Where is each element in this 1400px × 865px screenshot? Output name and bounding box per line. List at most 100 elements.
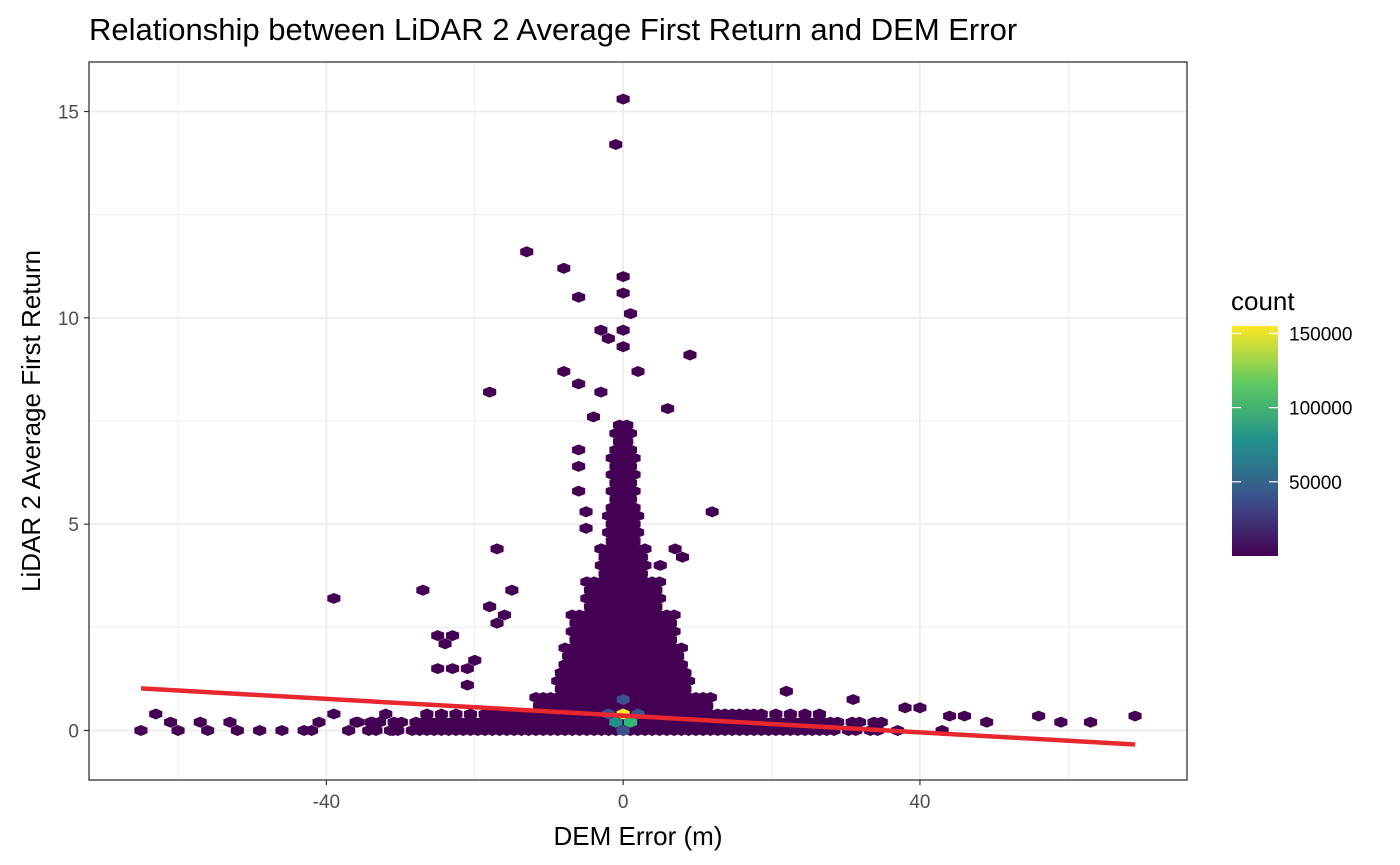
x-tick-label: 0 — [618, 792, 629, 813]
hex-bin — [754, 708, 768, 720]
hex-bin — [668, 543, 682, 555]
hex-bin — [394, 716, 408, 728]
hex-bin — [957, 710, 972, 722]
hex-bin — [505, 584, 519, 596]
hex-bin — [520, 246, 534, 258]
hex-bin — [468, 654, 482, 666]
hex-bin — [852, 716, 867, 728]
hex-bin — [416, 584, 430, 596]
hex-bin — [638, 543, 652, 555]
x-tick-label: 40 — [909, 792, 930, 813]
x-tick-label: -40 — [313, 792, 340, 813]
hex-bin — [490, 617, 504, 629]
hex-bin — [812, 708, 827, 720]
hex-bin — [463, 708, 478, 720]
hex-bin — [779, 685, 793, 697]
hex-bin — [386, 724, 400, 737]
hex-bin — [627, 535, 641, 547]
hex-bin — [652, 576, 667, 588]
hex-bin — [497, 609, 512, 621]
hex-bin — [572, 485, 586, 497]
hex-bin — [572, 444, 586, 456]
legend-title: count — [1231, 286, 1295, 316]
hex-bin — [678, 667, 692, 679]
hex-bin — [623, 308, 638, 320]
plot-border — [88, 61, 1188, 781]
hex-bin — [483, 601, 497, 613]
hex-bin — [652, 592, 667, 604]
hex-bin — [460, 679, 474, 691]
hex-bin — [980, 716, 994, 728]
hex-bin — [616, 287, 630, 299]
hex-bin — [769, 708, 783, 720]
hex-bin — [572, 378, 586, 390]
hex-bin — [627, 502, 641, 514]
hex-bin-peak — [616, 724, 630, 737]
hex-bin — [572, 460, 586, 472]
hex-bin — [601, 332, 615, 345]
hex-bin — [434, 708, 448, 720]
y-tick-label: 5 — [68, 515, 79, 536]
hex-bin — [164, 716, 178, 728]
legend: count 50000 100000 150000 — [1231, 286, 1352, 556]
hex-bin — [705, 506, 719, 518]
hex-bin — [449, 708, 463, 720]
hex-bin — [846, 694, 860, 706]
hex-bin — [364, 716, 378, 728]
hex-bin — [675, 551, 690, 563]
hex-bin — [572, 291, 586, 303]
hex-bin — [700, 700, 714, 712]
hex-bin — [678, 683, 692, 695]
hex-bin — [349, 716, 363, 728]
hex-bin — [579, 506, 593, 518]
legend-break-label: 100000 — [1289, 399, 1352, 420]
hex-bin — [631, 526, 645, 538]
hex-bin — [304, 724, 319, 737]
hex-bin — [620, 419, 634, 431]
hex-bin — [193, 716, 207, 728]
hex-bin — [616, 271, 630, 283]
hex-bin — [1128, 710, 1142, 722]
hex-bin — [557, 365, 571, 378]
legend-breaks: 50000 100000 150000 — [1232, 324, 1352, 494]
hex-bin — [674, 658, 688, 670]
legend-break-label: 50000 — [1289, 473, 1342, 494]
hex-bin — [634, 568, 648, 580]
hex-bin — [616, 93, 630, 105]
axis-ticks: -40 0 40 0 5 10 15 — [58, 103, 931, 813]
hex-bin — [913, 702, 927, 714]
hex-bin — [483, 386, 497, 398]
hex-bin — [653, 559, 667, 571]
hex-bin — [420, 708, 434, 720]
hex-bin — [616, 324, 630, 336]
hex-bin — [431, 663, 445, 675]
hex-bin — [623, 460, 638, 472]
hex-bin — [431, 630, 445, 642]
y-tick-label: 15 — [58, 103, 79, 124]
hex-bin — [1084, 716, 1098, 728]
trend-line-layer — [140, 686, 1136, 747]
hex-bin — [327, 708, 341, 720]
hex-bin — [671, 650, 685, 662]
hex-bin — [627, 469, 641, 481]
hex-bin — [253, 724, 267, 737]
hex-bin — [609, 138, 623, 151]
hex-bin — [667, 609, 681, 621]
hex-bin — [631, 510, 645, 522]
hex-bin — [586, 411, 601, 423]
hex-bin — [230, 724, 244, 737]
legend-colorbar — [1232, 326, 1278, 556]
y-tick-label: 10 — [58, 309, 79, 330]
hex-bin — [683, 349, 697, 361]
hex-bin — [201, 724, 215, 737]
hex-bin — [638, 559, 652, 571]
hex-bin — [594, 324, 608, 336]
hex-bin — [703, 691, 717, 704]
y-axis-title: LiDAR 2 Average First Return — [16, 250, 46, 592]
hex-bin-peak — [623, 716, 638, 728]
hex-bin — [649, 601, 663, 613]
hex-bin — [490, 543, 504, 555]
hex-bin — [627, 518, 641, 530]
hex-bin — [342, 724, 356, 737]
